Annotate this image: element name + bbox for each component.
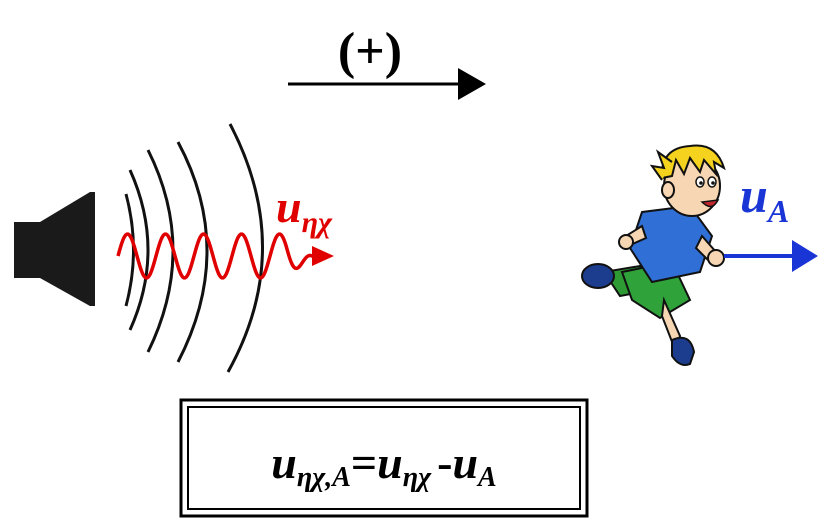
- positive-direction-arrowhead: [458, 68, 486, 100]
- wavefront-arc: [124, 193, 135, 307]
- formula-box: uηχ,A=uηχ -uA: [179, 398, 589, 518]
- running-boy-icon: [581, 144, 726, 366]
- observer-velocity-arrow: [724, 240, 818, 272]
- wavefront-arc: [146, 149, 175, 353]
- source-wave: [116, 232, 334, 280]
- positive-sign-label: (+): [338, 23, 402, 80]
- relative-velocity-formula: uηχ,A=uηχ -uA: [271, 437, 496, 493]
- wavefront-arc: [176, 141, 209, 363]
- source-velocity-label: uηχ: [276, 181, 333, 239]
- speaker-icon: [14, 192, 95, 306]
- positive-direction: (+): [288, 23, 486, 100]
- wavefront-arc: [226, 123, 264, 373]
- sound-wavefronts: [124, 123, 264, 373]
- observer-velocity-label: uA: [740, 167, 789, 229]
- sine-wave: [116, 232, 318, 280]
- wavefront-arc: [128, 169, 150, 331]
- source-wave-arrowhead: [312, 246, 334, 266]
